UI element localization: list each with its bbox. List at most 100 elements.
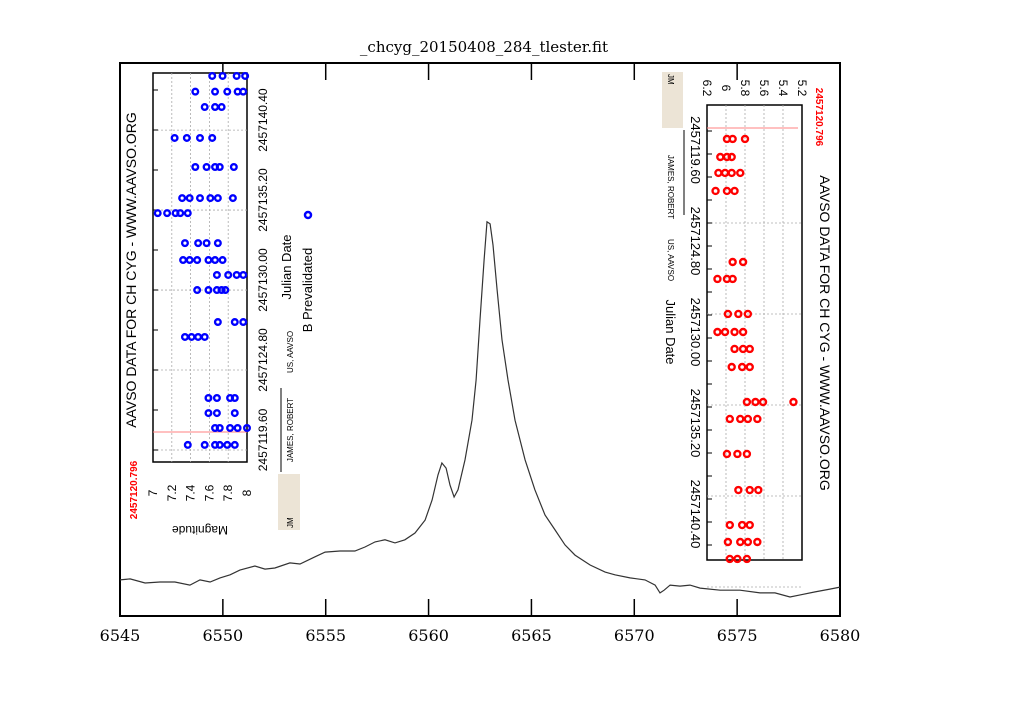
data-point: [734, 485, 743, 495]
data-point: [727, 168, 736, 178]
data-point: [754, 485, 763, 495]
left-jd-tick-label: 2457124.80: [256, 328, 270, 392]
data-point: [170, 133, 179, 142]
data-point: [753, 414, 762, 424]
data-point: [745, 344, 754, 354]
observer-code-box: [662, 72, 683, 128]
right-mag-tick-label: 5.6: [757, 80, 771, 97]
right-lightcurve-inset: AAVSO DATA FOR CH CYG - WWW.AAVSO.ORG 24…: [662, 72, 833, 588]
data-point: [204, 286, 213, 295]
data-point: [211, 87, 220, 96]
legend-marker: [303, 210, 313, 220]
data-point: [223, 440, 232, 449]
left-ylabel: Magnitude: [172, 523, 228, 537]
data-point: [215, 440, 224, 449]
data-point: [737, 520, 747, 530]
data-point: [742, 449, 752, 459]
observer-code: JM: [286, 517, 295, 528]
legend-label: B Prevalidated: [300, 248, 315, 333]
data-point: [733, 554, 742, 564]
data-point: [730, 186, 739, 196]
data-point: [230, 409, 239, 418]
data-point: [736, 414, 745, 424]
right-jd-tick-label: 2457140.40: [688, 480, 703, 549]
x-tick-label: 6580: [820, 626, 861, 645]
data-point: [208, 71, 217, 80]
data-point: [233, 424, 242, 433]
data-point: [743, 309, 753, 319]
data-point: [200, 332, 209, 341]
observer-org: US, AAVSO: [286, 331, 295, 373]
data-point: [195, 194, 204, 203]
data-point: [753, 537, 762, 547]
left-marker-label: 2457120.796: [129, 460, 140, 519]
left-mag-tick-label: 7.2: [165, 484, 179, 501]
data-point: [713, 327, 722, 337]
left-mag-tick-label: 7.6: [202, 484, 216, 501]
right-jd-tick-label: 2457130.00: [688, 298, 703, 367]
data-point: [213, 239, 222, 248]
data-point: [242, 424, 251, 433]
data-point: [730, 327, 739, 337]
data-point: [239, 87, 248, 96]
data-point: [745, 520, 754, 530]
data-point: [745, 485, 754, 495]
data-point: [241, 71, 250, 80]
data-point: [239, 270, 248, 279]
left-jd-tick-label: 2457119.60: [256, 408, 270, 471]
left-mag-tick-label: 7.8: [221, 484, 235, 501]
observer-name: JAMES, ROBERT: [666, 155, 675, 219]
data-point: [194, 239, 203, 248]
data-point: [183, 209, 192, 218]
data-point: [206, 194, 215, 203]
data-point: [730, 344, 739, 354]
data-point: [789, 397, 798, 407]
data-point: [202, 163, 211, 172]
spectrum-line: [119, 220, 841, 598]
left-jd-tick-label: 2457140.40: [256, 88, 270, 152]
chart-title: _chcyg_20150408_284_tlester.fit: [360, 38, 608, 56]
data-point: [239, 318, 248, 327]
data-point: [229, 163, 238, 172]
plot-frame: [119, 62, 841, 617]
x-tick-label: 6555: [305, 626, 346, 645]
data-point: [185, 194, 194, 203]
left-mag-tick-label: 7.4: [184, 484, 198, 501]
data-point: [215, 163, 224, 172]
right-jd-tick-label: 2457135.20: [688, 389, 703, 458]
observer-org: US, AAVSO: [666, 239, 675, 281]
data-point: [221, 286, 230, 295]
data-point: [224, 270, 233, 279]
data-point: [230, 440, 239, 449]
data-point: [183, 440, 192, 449]
right-jd-tick-label: 2457119.60: [688, 116, 703, 184]
data-point: [733, 449, 742, 459]
data-point: [743, 414, 753, 424]
data-point: [711, 186, 720, 196]
data-point: [193, 256, 202, 265]
data-point: [723, 537, 733, 547]
data-point: [182, 133, 191, 142]
data-point: [180, 239, 189, 248]
data-point: [200, 103, 209, 112]
data-point: [218, 256, 227, 265]
right-inset-title: AAVSO DATA FOR CH CYG - WWW.AAVSO.ORG: [817, 175, 833, 491]
data-point: [202, 239, 211, 248]
data-point: [212, 270, 221, 279]
observer-code-box: [278, 474, 300, 530]
data-point: [722, 186, 732, 196]
data-point: [734, 309, 743, 319]
data-point: [738, 327, 748, 337]
data-point: [191, 163, 200, 172]
data-point: [727, 152, 736, 162]
data-point: [740, 134, 750, 144]
data-point: [176, 209, 185, 218]
right-xlabel: Julian Date: [663, 299, 678, 364]
data-point: [204, 394, 213, 403]
right-mag-tick-label: 6: [719, 85, 733, 92]
left-jd-tick-label: 2457135.20: [256, 168, 270, 232]
data-point: [230, 394, 239, 403]
observer-code: JM: [666, 74, 675, 85]
data-point: [723, 309, 733, 319]
x-tick-label: 6560: [408, 626, 449, 645]
